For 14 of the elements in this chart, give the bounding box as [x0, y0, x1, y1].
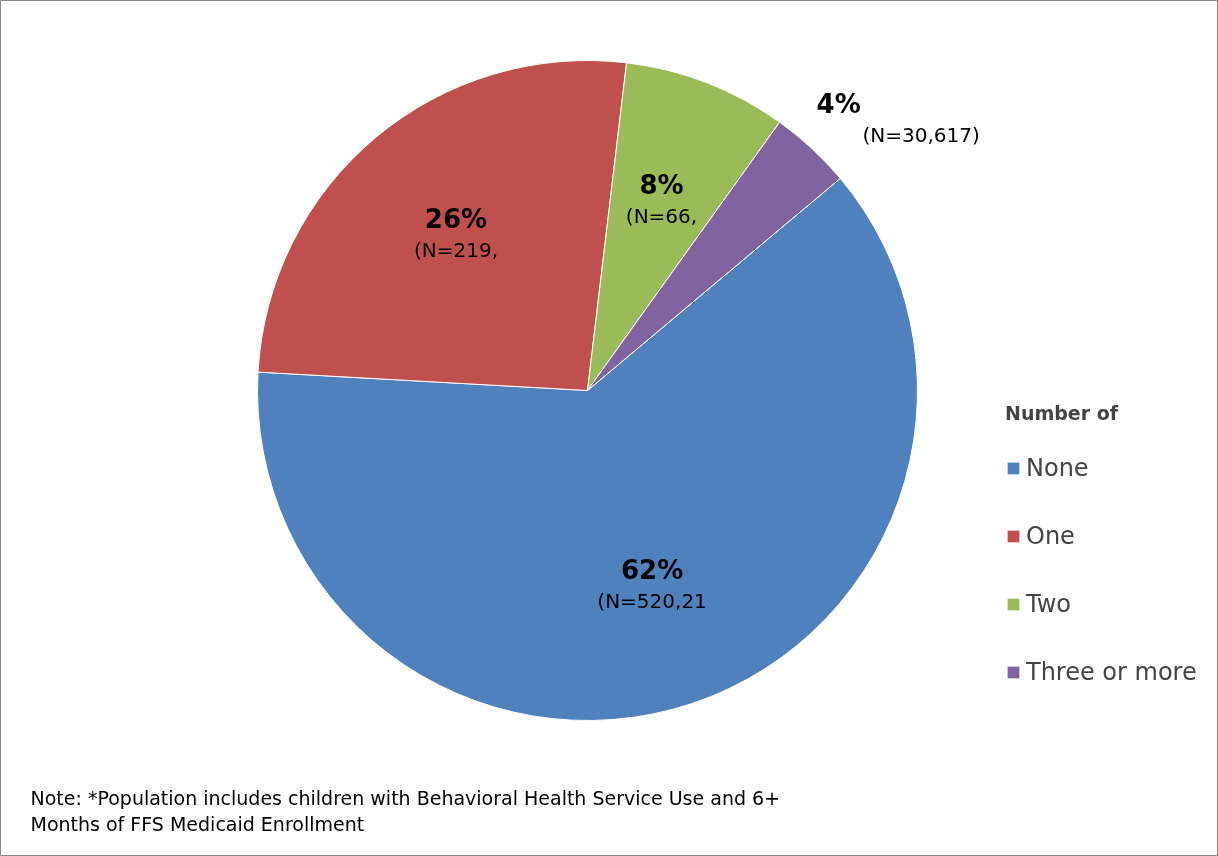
legend-title: Number of [1005, 402, 1120, 424]
data-label: 8% [639, 169, 684, 200]
legend-label: Two [1026, 590, 1071, 618]
legend-label: None [1026, 454, 1089, 482]
data-label: 62% [620, 554, 684, 585]
text: (N=520,21 [597, 588, 707, 613]
data-label: 4% [816, 89, 861, 120]
text: (N=219, [413, 237, 499, 262]
text: (N=66, [625, 203, 698, 228]
legend-label: Three or more [1026, 658, 1197, 686]
text: (N=30,617) [862, 123, 980, 148]
legend-label: One [1026, 522, 1075, 550]
text: Note: *Population includes children with Behavioral Health Service Use and 6+ Months of FFS Medicaid Enrollment [30, 786, 781, 835]
data-label: 26% [424, 203, 488, 234]
